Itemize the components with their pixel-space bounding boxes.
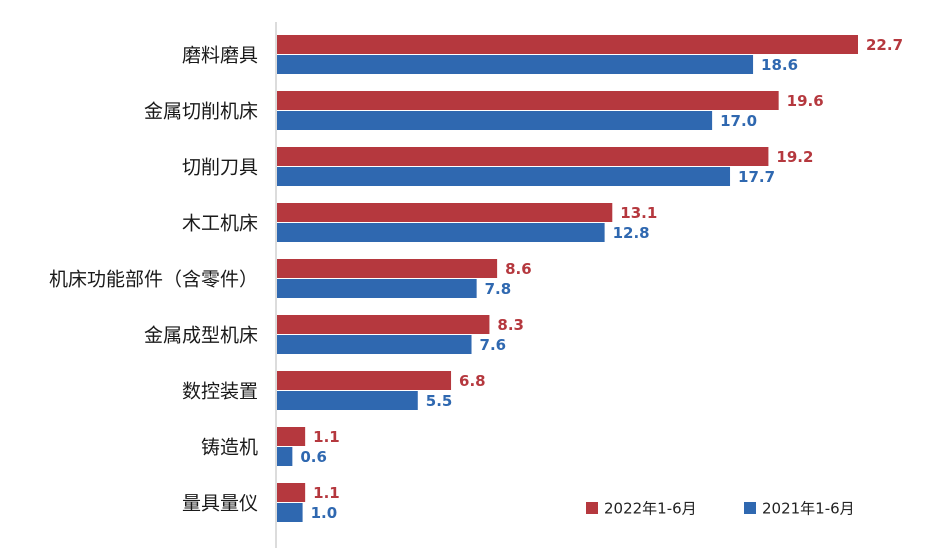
category-label: 金属成型机床 xyxy=(144,325,258,347)
value-label-2022: 6.8 xyxy=(459,372,486,390)
bar-2022 xyxy=(277,427,306,446)
bar-2021 xyxy=(277,447,293,466)
value-label-2022: 19.6 xyxy=(787,92,824,110)
bar-2022 xyxy=(277,483,306,502)
bar-2022 xyxy=(277,35,858,54)
value-label-2022: 19.2 xyxy=(776,148,813,166)
legend-swatch xyxy=(586,502,598,514)
value-label-2021: 7.6 xyxy=(480,336,507,354)
legend-label: 2022年1-6月 xyxy=(604,500,697,518)
category-label: 数控装置 xyxy=(182,381,258,403)
labels-layer: 磨料磨具 22.7 18.6 金属切削机床 19.6 17.0 切削刀具 19.217.7 木工… xyxy=(49,36,903,522)
bar-2021 xyxy=(277,223,605,242)
category-label: 量具量仪 xyxy=(182,493,258,515)
category-label: 木工机床 xyxy=(182,213,258,235)
bar-2021 xyxy=(277,167,731,186)
bar-2022 xyxy=(277,203,613,222)
bar-2021 xyxy=(277,111,713,130)
bar-2022 xyxy=(277,147,769,166)
category-label: 铸造机 xyxy=(201,437,258,459)
value-label-2021: 18.6 xyxy=(761,56,798,74)
bar-2021 xyxy=(277,55,754,74)
value-label-2021: 17.0 xyxy=(720,112,757,130)
bar-2022 xyxy=(277,259,498,278)
category-label: 金属切削机床 xyxy=(144,101,258,123)
category-label: 磨料磨具 xyxy=(182,45,258,67)
value-label-2022: 1.1 xyxy=(313,484,340,502)
value-label-2021: 0.6 xyxy=(300,448,327,466)
legend-swatch xyxy=(744,502,756,514)
value-label-2022: 8.3 xyxy=(497,316,524,334)
value-label-2022: 8.6 xyxy=(505,260,532,278)
bar-2022 xyxy=(277,371,452,390)
value-label-2022: 1.1 xyxy=(313,428,340,446)
bars-layer xyxy=(277,35,858,522)
bar-2022 xyxy=(277,91,779,110)
value-label-2021: 12.8 xyxy=(613,224,650,242)
bar-2021 xyxy=(277,335,472,354)
category-label: 机床功能部件（含零件） xyxy=(49,269,258,291)
bar-2021 xyxy=(277,391,418,410)
legend: 2022年1-6月 2021年1-6月 xyxy=(586,500,855,518)
value-label-2022: 22.7 xyxy=(866,36,903,54)
bar-2021 xyxy=(277,503,303,522)
category-label: 切削刀具 xyxy=(182,157,258,179)
value-label-2022: 13.1 xyxy=(620,204,657,222)
bar-2021 xyxy=(277,279,477,298)
legend-label: 2021年1-6月 xyxy=(762,500,855,518)
value-label-2021: 5.5 xyxy=(426,392,453,410)
value-label-2021: 1.0 xyxy=(311,504,338,522)
value-label-2021: 7.8 xyxy=(485,280,512,298)
value-label-2021: 17.7 xyxy=(738,168,775,186)
bar-2022 xyxy=(277,315,490,334)
